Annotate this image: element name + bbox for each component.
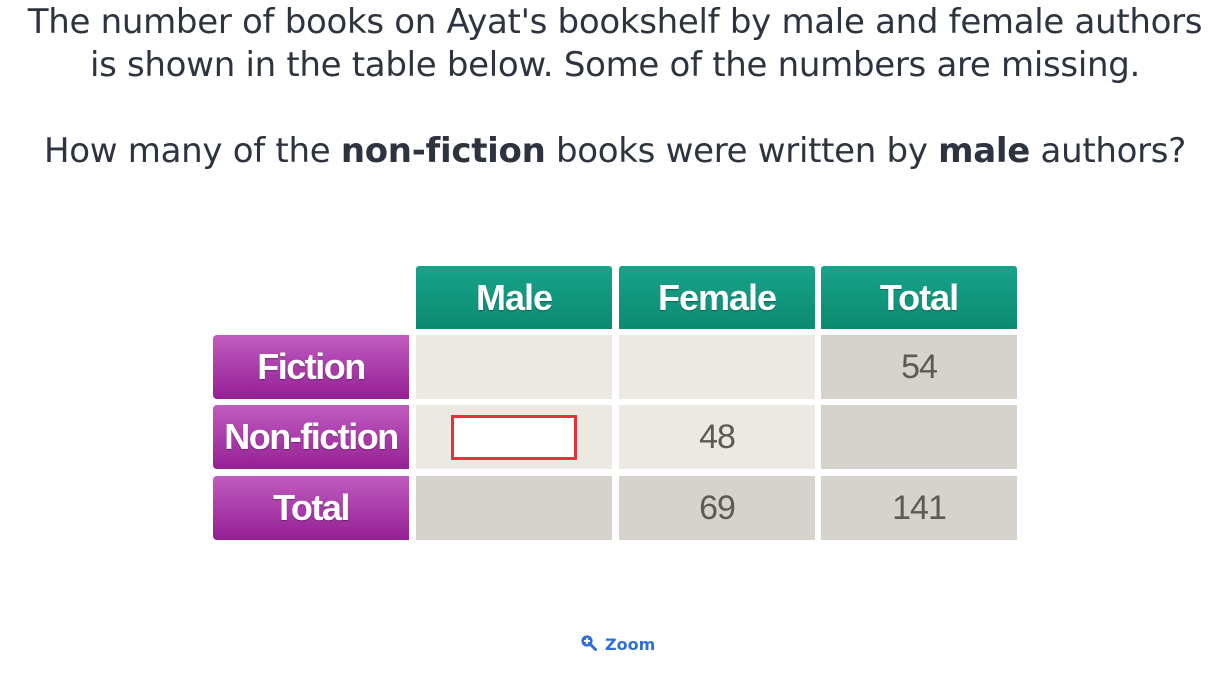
cell-fiction-male: [416, 335, 612, 399]
question-line-1: The number of books on Ayat's bookshelf …: [27, 2, 1203, 42]
cell-non-fiction-total: [821, 405, 1017, 469]
column-header-female: Female: [619, 266, 815, 329]
answer-input[interactable]: [451, 415, 577, 460]
column-header-total: Total: [821, 266, 1017, 329]
cell-total-male: [416, 476, 612, 540]
prompt-suffix: authors?: [1030, 131, 1187, 171]
question-text: The number of books on Ayat's bookshelf …: [0, 0, 1230, 87]
prompt-middle: books were written by: [545, 131, 939, 171]
cell-fiction-female: [619, 335, 815, 399]
cell-non-fiction-female: 48: [619, 405, 815, 469]
row-header-total: Total: [213, 476, 409, 540]
prompt-bold-nonfiction: non-fiction: [340, 131, 546, 171]
zoom-label: Zoom: [605, 635, 656, 654]
row-header-non-fiction: Non-fiction: [213, 405, 409, 469]
cell-fiction-total: 54: [821, 335, 1017, 399]
column-header-male: Male: [416, 266, 612, 329]
cell-total-female: 69: [619, 476, 815, 540]
question-prompt: How many of the non-fiction books were w…: [0, 130, 1230, 173]
row-header-fiction: Fiction: [213, 335, 409, 399]
prompt-prefix: How many of the: [44, 131, 341, 171]
question-line-2: is shown in the table below. Some of the…: [89, 45, 1141, 85]
zoom-button[interactable]: Zoom: [580, 634, 655, 655]
zoom-in-icon: [580, 634, 605, 655]
prompt-bold-male: male: [938, 131, 1031, 171]
cell-total-total: 141: [821, 476, 1017, 540]
